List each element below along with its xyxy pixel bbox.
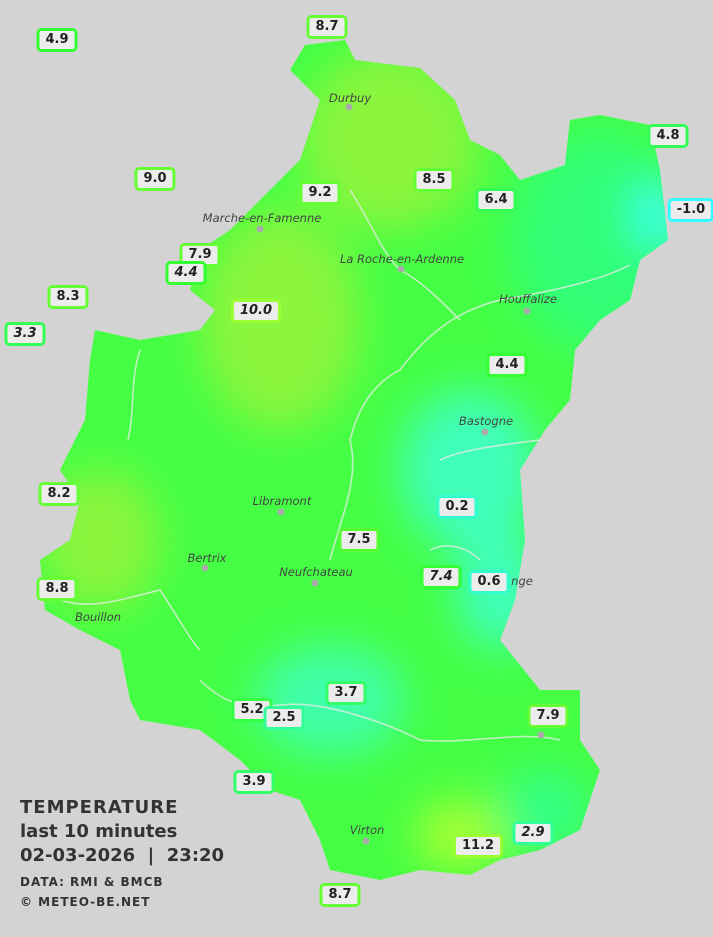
station-label: 2.9: [512, 821, 554, 845]
town-neufchateau: Neufchateau: [279, 565, 353, 579]
legend: TEMPERATURE last 10 minutes 02-03-2026 |…: [20, 796, 224, 912]
town-dot: [523, 307, 531, 315]
station-label: 8.7: [306, 15, 348, 39]
rivers: [59, 189, 631, 742]
station-label: 4.9: [36, 28, 78, 52]
station-label: 11.2: [452, 834, 504, 858]
town-virton: Virton: [349, 823, 385, 837]
legend-datetime: 02-03-2026 | 23:20: [20, 845, 225, 866]
station-label: 9.2: [299, 181, 341, 205]
legend-source: DATA: RMI & BMCB: [20, 875, 164, 889]
station-label: 3.9: [233, 770, 275, 794]
station-label: 9.0: [134, 167, 176, 191]
town-dot: [345, 103, 353, 111]
station-label: 7.5: [338, 528, 380, 552]
town-houffalize: Houffalize: [499, 292, 557, 306]
town-dot: [397, 265, 405, 273]
station-label: 0.2: [436, 495, 478, 519]
station-label: 2.5: [263, 706, 305, 730]
town-marche: Marche-en-Famenne: [202, 211, 322, 225]
town-la-roche: La Roche-en-Ardenne: [339, 252, 465, 266]
town-dot: [537, 731, 545, 739]
station-label: 8.5: [413, 168, 455, 192]
legend-title: TEMPERATURE: [20, 797, 179, 818]
station-label: 8.8: [36, 577, 78, 601]
station-label: 3.7: [325, 681, 367, 705]
town-dot: [201, 564, 209, 572]
station-label: 4.4: [486, 353, 528, 377]
station-label: 8.2: [38, 482, 80, 506]
town-dot: [311, 579, 319, 587]
town-libramont: Libramont: [252, 494, 312, 508]
town-dot: [277, 508, 285, 516]
legend-period: last 10 minutes: [20, 821, 178, 842]
station-label: -1.0: [667, 198, 713, 222]
town-durbuy: Durbuy: [328, 91, 372, 105]
station-label: 3.3: [4, 322, 46, 346]
station-label: 7.9: [527, 704, 569, 728]
town-bertrix: Bertrix: [187, 551, 227, 565]
town-bastogne: Bastogne: [458, 414, 514, 428]
town-partial: nge: [511, 574, 533, 588]
town-dot: [481, 428, 489, 436]
town-dot: [362, 837, 370, 845]
station-label: 6.4: [475, 188, 517, 212]
station-label: 0.6: [468, 570, 510, 594]
station-label: 8.7: [319, 883, 361, 907]
town-dot: [256, 225, 264, 233]
station-label: 7.4: [420, 565, 462, 589]
station-label: 8.3: [47, 285, 89, 309]
station-label: 4.4: [165, 261, 207, 285]
station-label: 10.0: [230, 299, 282, 323]
legend-copyright: © METEO-BE.NET: [20, 895, 151, 909]
town-bouillon: Bouillon: [74, 610, 122, 624]
station-label: 4.8: [647, 124, 689, 148]
